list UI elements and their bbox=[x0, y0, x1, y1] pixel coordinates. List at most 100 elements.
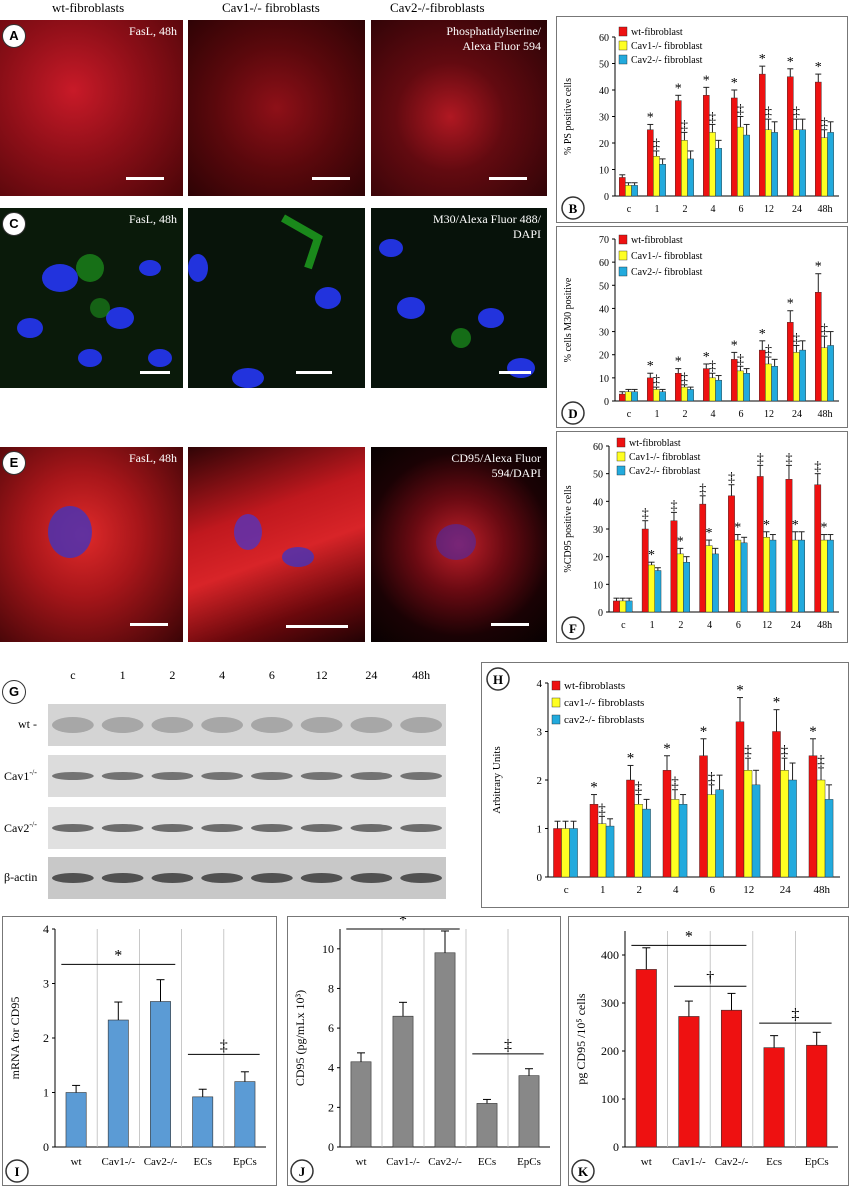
bar bbox=[786, 76, 794, 197]
bar bbox=[107, 1019, 129, 1148]
bar bbox=[815, 292, 822, 402]
protein-band bbox=[400, 873, 443, 883]
protein-band bbox=[101, 772, 144, 780]
significance-mark: * bbox=[685, 928, 693, 945]
y-tick-label: 4 bbox=[537, 678, 543, 690]
significance-mark: * bbox=[787, 297, 794, 312]
panel-label: M30/Alexa Fluor 488/ DAPI bbox=[433, 212, 541, 241]
significance-mark: ‡ bbox=[708, 770, 716, 786]
x-tick-label: 12 bbox=[743, 884, 754, 896]
y-tick-label: 3 bbox=[43, 977, 49, 991]
y-tick-label: 10 bbox=[593, 580, 603, 591]
scale-bar bbox=[491, 623, 529, 626]
micrograph-c-wt: FasL, 48h bbox=[0, 208, 183, 388]
lane-label: 1 bbox=[119, 668, 126, 682]
x-tick-label: 6 bbox=[710, 884, 716, 896]
panel-badge-label: J bbox=[299, 1164, 306, 1179]
x-tick-label: 2 bbox=[683, 409, 688, 420]
legend-label: wt-fibroblast bbox=[629, 438, 681, 449]
x-tick-label: 1 bbox=[655, 204, 660, 215]
y-tick-label: 20 bbox=[599, 351, 609, 362]
significance-mark: ‡ bbox=[653, 373, 660, 388]
bar bbox=[687, 389, 694, 402]
significance-mark: ‡ bbox=[744, 743, 752, 759]
micrograph-e-cav1 bbox=[188, 447, 365, 642]
significance-mark: * bbox=[703, 73, 710, 88]
panel-badge-e: E bbox=[2, 451, 26, 475]
x-tick-label: wt bbox=[356, 1156, 367, 1168]
bar bbox=[771, 132, 778, 197]
bar bbox=[687, 158, 694, 197]
column-title-cav1: Cav1-/- fibroblasts bbox=[222, 0, 320, 15]
bar bbox=[788, 779, 797, 878]
bar bbox=[642, 808, 651, 878]
y-tick-label: 8 bbox=[328, 981, 334, 995]
panel-badge bbox=[290, 1159, 314, 1183]
bar bbox=[772, 731, 781, 878]
y-tick-label: 0 bbox=[604, 192, 609, 203]
bar bbox=[659, 391, 666, 402]
x-tick-label: c bbox=[564, 884, 569, 896]
y-tick-label: 50 bbox=[593, 470, 603, 481]
micrograph-c-cav1 bbox=[188, 208, 365, 388]
x-tick-label: 48h bbox=[817, 620, 832, 631]
bar bbox=[626, 779, 635, 878]
x-tick-label: Cav2-/- bbox=[144, 1156, 178, 1168]
significance-mark: * bbox=[703, 350, 710, 365]
micrograph-c-cav2: M30/Alexa Fluor 488/ DAPI bbox=[371, 208, 547, 388]
significance-mark: ‡ bbox=[737, 352, 744, 367]
cell-nuclei bbox=[188, 214, 341, 388]
x-tick-label: 12 bbox=[762, 620, 772, 631]
significance-mark: ‡ bbox=[737, 103, 744, 118]
significance-mark: ‡ bbox=[635, 780, 643, 796]
protein-band bbox=[250, 873, 293, 883]
cell-nuclei bbox=[234, 514, 314, 567]
chart-panel-i: 0 1 2 3 4 mRNA for CD95 wt Cav1-/- Cav2-/- ECs EpC… bbox=[2, 916, 277, 1186]
protein-band bbox=[151, 824, 194, 832]
significance-mark: ‡ bbox=[671, 775, 679, 791]
significance-mark: * bbox=[700, 724, 708, 740]
protein-band bbox=[350, 772, 393, 780]
bar bbox=[625, 185, 632, 197]
bar bbox=[743, 134, 750, 197]
significance-mark: ‡ bbox=[699, 482, 706, 497]
chart-k-svg: 0 100 200 300 400 pg CD95 /10⁵ cells wt Cav1-/-… bbox=[571, 928, 838, 1183]
bar bbox=[589, 804, 599, 878]
y-tick-label: 0 bbox=[328, 1140, 334, 1154]
panel-badge bbox=[486, 667, 510, 691]
legend-label: Cav1-/- fibroblast bbox=[631, 41, 703, 52]
y-axis-label: % cells M30 positive bbox=[563, 277, 574, 362]
x-tick-label: 2 bbox=[678, 620, 683, 631]
y-tick-label: 100 bbox=[601, 1092, 619, 1106]
protein-band bbox=[51, 717, 94, 733]
x-tick-label: 48h bbox=[818, 409, 833, 420]
x-tick-label: 48h bbox=[818, 204, 833, 215]
legend-swatch bbox=[618, 40, 628, 51]
x-tick-label: ECs bbox=[478, 1156, 496, 1168]
protein-band bbox=[51, 824, 94, 832]
scale-bar bbox=[489, 177, 527, 180]
significance-mark: ‡ bbox=[793, 105, 800, 120]
protein-band bbox=[51, 772, 94, 780]
bar bbox=[653, 389, 660, 402]
legend-swatch bbox=[618, 250, 628, 261]
bar bbox=[793, 352, 800, 402]
significance-mark: * bbox=[663, 741, 671, 757]
significance-mark: ‡ bbox=[642, 507, 649, 522]
micrograph-a-wt: FasL, 48h bbox=[0, 20, 183, 196]
bar bbox=[824, 799, 834, 878]
y-tick-label: 50 bbox=[599, 281, 609, 292]
x-tick-label: 12 bbox=[764, 409, 774, 420]
bar bbox=[625, 600, 633, 613]
panel-badge-g: G bbox=[2, 680, 26, 704]
significance-mark: ‡ bbox=[765, 343, 772, 358]
protein-band bbox=[300, 717, 343, 733]
legend-label: cav2-/- fibroblasts bbox=[564, 714, 644, 726]
x-tick-label: 12 bbox=[764, 204, 774, 215]
bar bbox=[816, 779, 826, 878]
y-tick-label: 2 bbox=[537, 775, 543, 787]
bar bbox=[605, 825, 615, 878]
significance-mark: ‡ bbox=[709, 110, 716, 125]
protein-band bbox=[101, 824, 144, 832]
